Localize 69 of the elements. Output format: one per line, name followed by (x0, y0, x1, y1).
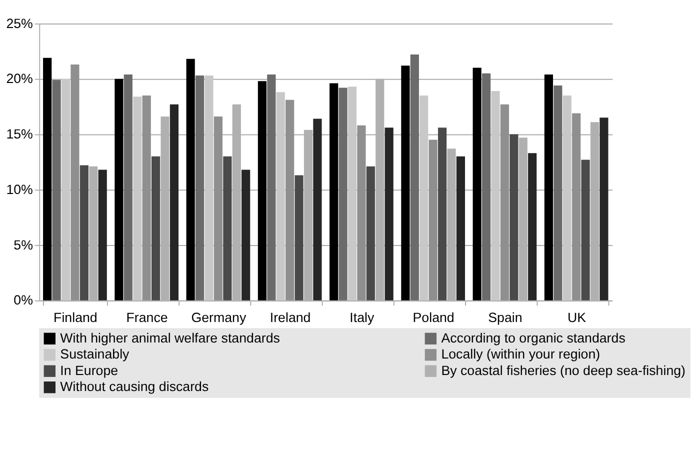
legend-label: With higher animal welfare standards (60, 330, 280, 346)
bar (482, 73, 491, 300)
bar (52, 80, 61, 300)
bar (294, 175, 304, 300)
legend-label: Locally (within your region) (441, 346, 600, 362)
x-tick-label: Ireland (270, 310, 311, 325)
y-tick-label: 0% (14, 292, 34, 308)
bar (204, 76, 214, 300)
bar (410, 54, 419, 300)
bar (70, 64, 80, 300)
y-tick-label: 5% (14, 237, 34, 252)
bar (152, 156, 160, 300)
bar (267, 74, 276, 300)
bar (500, 104, 510, 300)
bar (401, 66, 410, 300)
bar (258, 81, 267, 300)
y-tick-label: 10% (6, 182, 34, 197)
x-tick-label: Finland (54, 310, 98, 325)
bar (420, 95, 428, 300)
bar (438, 128, 447, 300)
y-tick-label: 25% (6, 16, 34, 31)
bar (286, 100, 294, 300)
bar (600, 118, 608, 300)
bar (242, 170, 250, 300)
bar (124, 74, 132, 300)
bar (98, 170, 107, 300)
bar (80, 165, 88, 300)
x-tick-label: Italy (350, 310, 374, 325)
bar (348, 86, 357, 300)
bar (554, 86, 562, 300)
bar (491, 91, 500, 300)
bar (223, 156, 232, 300)
bar (61, 78, 70, 300)
bar (276, 92, 285, 300)
x-tick-label: France (126, 310, 168, 325)
bar (357, 125, 366, 300)
bar (114, 78, 124, 300)
bar (313, 118, 322, 300)
bar (544, 74, 553, 300)
bar (142, 95, 151, 300)
bar (133, 96, 142, 300)
legend-label: According to organic standards (441, 330, 626, 346)
bar (43, 58, 52, 300)
legend-label: Without causing discards (60, 379, 209, 394)
y-tick-label: 20% (6, 71, 34, 86)
y-tick-label: 15% (6, 126, 34, 142)
legend-label: By coastal fisheries (no deep sea-fishing) (441, 362, 686, 378)
legend-label: In Europe (60, 362, 118, 378)
x-tick-label: Spain (488, 310, 522, 325)
bar (330, 83, 338, 300)
bar (528, 153, 537, 300)
bar (581, 160, 590, 300)
bar (384, 128, 394, 300)
bar (510, 134, 518, 300)
bar (472, 68, 482, 300)
bar (456, 156, 466, 300)
bar (562, 95, 572, 300)
x-tick-label: Poland (412, 310, 454, 325)
legend-label: Sustainably (60, 346, 130, 362)
bar (338, 88, 348, 300)
x-tick-label: Germany (191, 310, 246, 325)
bar (428, 140, 438, 300)
bar (572, 113, 581, 300)
bar (170, 104, 179, 300)
bar (186, 58, 195, 300)
bar (366, 166, 375, 300)
bar (214, 116, 223, 300)
bar (196, 76, 204, 300)
x-tick-label: UK (568, 310, 586, 325)
